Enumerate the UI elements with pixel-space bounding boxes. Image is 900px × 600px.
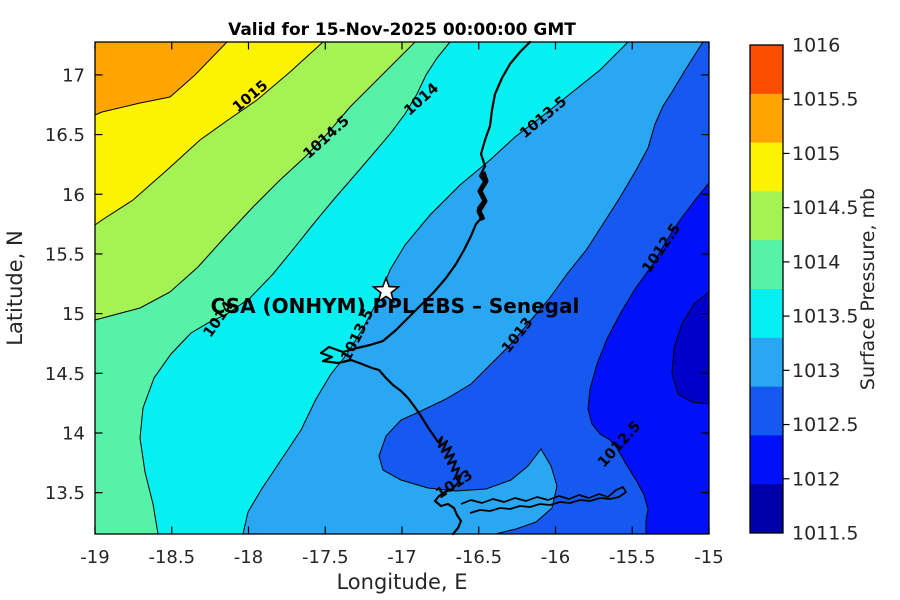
y-tick-labels: 17 16.5 16 15.5 15 14.5 14 13.5 xyxy=(45,65,85,504)
colorbar-bands xyxy=(750,45,783,534)
colorbar-box xyxy=(749,44,784,534)
colorbar-band xyxy=(750,289,783,339)
x-tick-label: -18 xyxy=(234,547,263,568)
colorbar-tick-label: 1014 xyxy=(792,251,840,273)
y-tick-label: 14 xyxy=(62,423,85,444)
plot-title: Valid for 15-Nov-2025 00:00:00 GMT xyxy=(228,20,576,40)
x-tick-label: -16 xyxy=(541,547,570,568)
y-tick-label: 13.5 xyxy=(45,483,85,504)
contour-line-1015.5 xyxy=(94,41,228,116)
y-tick-label: 15 xyxy=(62,304,85,325)
y-tick-label: 17 xyxy=(62,65,85,86)
y-tick-label: 15.5 xyxy=(45,244,85,265)
y-tick-label: 14.5 xyxy=(45,364,85,385)
contour-line-1012 xyxy=(671,291,710,405)
x-tick-label: -17.5 xyxy=(302,547,349,568)
colorbar-tick-label: 1015.5 xyxy=(792,89,858,111)
colorbar-band xyxy=(750,142,783,192)
colorbar-tick-label: 1013.5 xyxy=(792,306,858,328)
colorbar: 1016 1015.5 1015 1014.5 1014 1013.5 1013 1012.5… xyxy=(749,35,858,545)
x-tick-label: -19 xyxy=(80,547,109,568)
x-tick-label: -16.5 xyxy=(455,547,502,568)
colorbar-title: Surface Pressure, mb xyxy=(857,188,879,390)
colorbar-band xyxy=(750,240,783,290)
colorbar-tick-label: 1016 xyxy=(792,35,840,57)
contour-line-1013 xyxy=(378,41,704,535)
contour-line-1014.5 xyxy=(94,41,416,321)
band-above-1015.5 xyxy=(95,42,227,115)
colorbar-tick-label: 1012 xyxy=(792,468,840,490)
contour-line-1014 xyxy=(139,41,451,535)
x-tick-label: -17 xyxy=(387,547,416,568)
colorbar-tick-label: 1011.5 xyxy=(792,523,858,545)
colorbar-band xyxy=(750,93,783,144)
coastline-saint-louis-spit xyxy=(476,171,489,222)
contour-line-1012.5 xyxy=(587,182,710,534)
colorbar-band xyxy=(750,435,783,485)
y-axis-label: Latitude, N xyxy=(3,230,27,346)
x-axis-label: Longitude, E xyxy=(336,570,467,594)
colorbar-tick-labels: 1016 1015.5 1015 1014.5 1014 1013.5 1013 1012.5… xyxy=(792,35,858,545)
colorbar-tick-label: 1015 xyxy=(792,143,840,165)
contour-line-1015 xyxy=(94,41,324,226)
colorbar-band xyxy=(750,337,783,388)
gambia-river xyxy=(460,486,627,514)
star-marker xyxy=(371,275,401,304)
x-tick-label: -15 xyxy=(694,547,723,568)
x-tick-labels: -19 -18.5 -18 -17.5 -17 -16.5 -16 -15.5 -15 xyxy=(80,547,723,568)
y-tick-label: 16 xyxy=(62,185,85,206)
colorbar-tick-label: 1014.5 xyxy=(792,197,858,219)
x-tick-label: -15.5 xyxy=(609,547,656,568)
colorbar-band xyxy=(750,191,783,241)
x-tick-label: -18.5 xyxy=(148,547,195,568)
annotation-label: CSA (ONHYM) PPL EBS – Senegal xyxy=(211,294,580,318)
colorbar-band xyxy=(750,484,783,534)
axes-box xyxy=(94,41,710,535)
y-tick-label: 16.5 xyxy=(45,125,85,146)
colorbar-band xyxy=(750,386,783,436)
colorbar-tick-label: 1013 xyxy=(792,360,840,382)
colorbar-tick-label: 1012.5 xyxy=(792,414,858,436)
band-below-1012 xyxy=(672,292,709,404)
colorbar-band xyxy=(750,45,783,95)
colorbar-ticks xyxy=(783,98,790,480)
